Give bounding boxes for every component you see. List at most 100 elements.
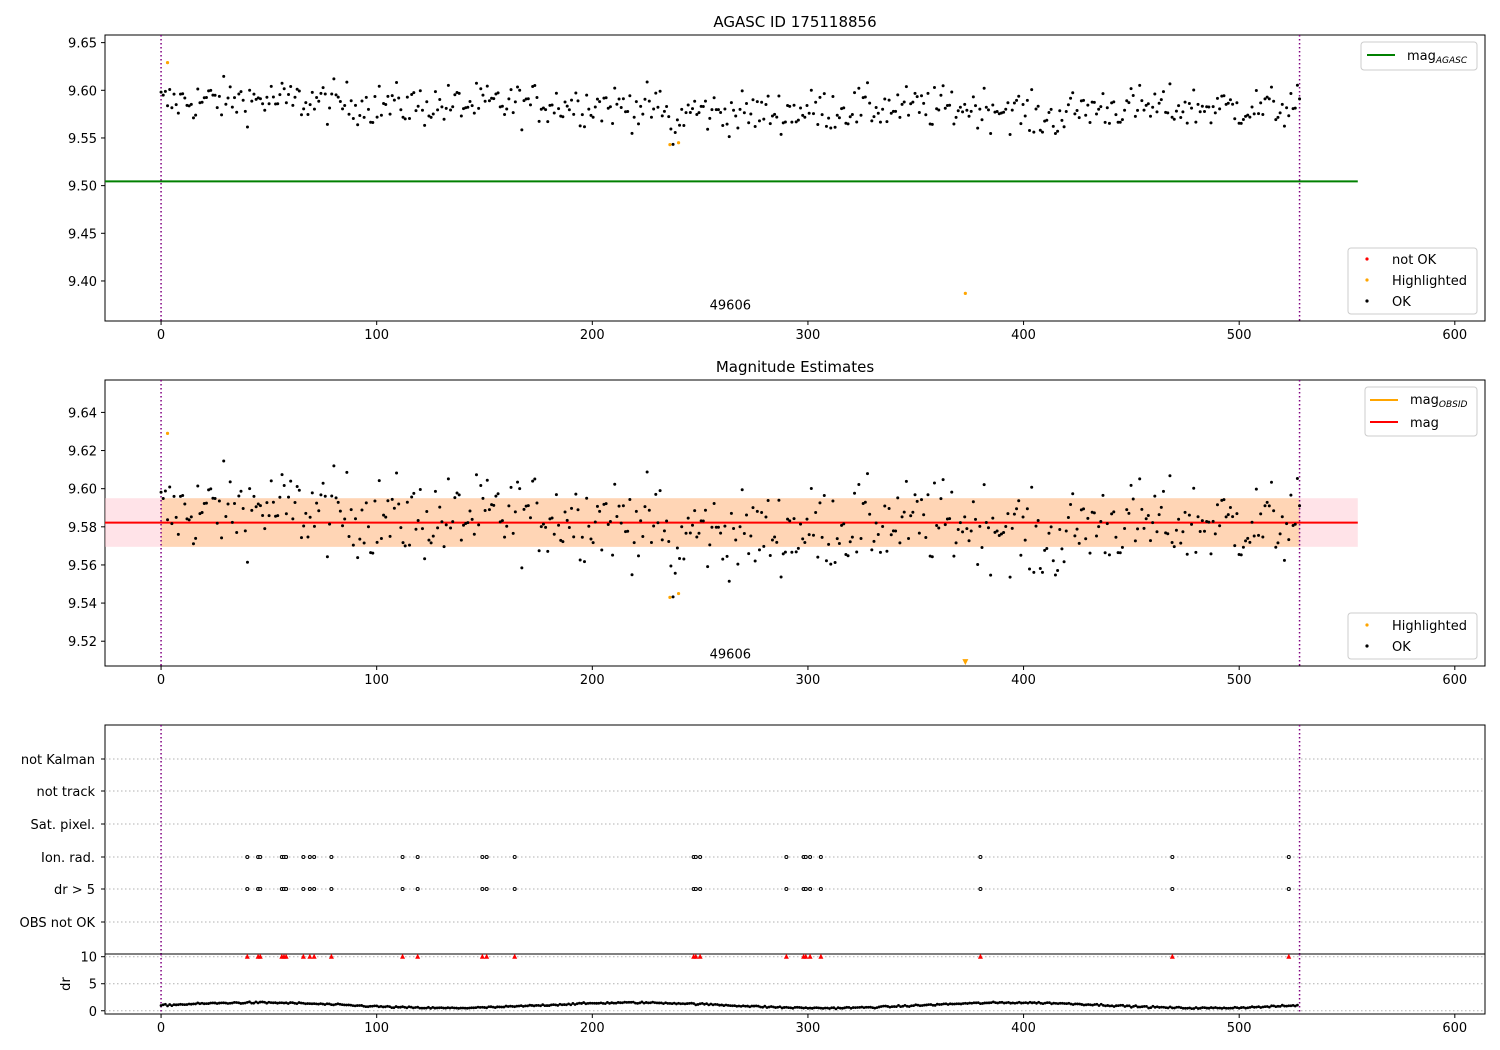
ok-point <box>436 526 440 530</box>
ok-point <box>189 515 193 519</box>
ok-point <box>1272 99 1276 103</box>
ok-point <box>619 106 623 110</box>
dr-point <box>823 1006 827 1010</box>
ok-point <box>1105 522 1109 526</box>
dr-point <box>1198 1006 1202 1010</box>
ok-point <box>721 124 725 128</box>
ok-point <box>315 501 319 505</box>
ok-point <box>701 104 705 108</box>
flag-point <box>245 855 250 859</box>
ok-point <box>779 132 783 136</box>
dr-point <box>989 1001 993 1005</box>
ok-point <box>528 103 532 107</box>
ok-point <box>1088 551 1092 555</box>
ok-point <box>209 487 213 491</box>
dr-point <box>597 1001 601 1005</box>
dr-point <box>873 1006 877 1010</box>
dr-capped-point <box>1169 953 1175 959</box>
dr-point <box>562 1003 566 1006</box>
ok-point <box>1142 108 1146 112</box>
ok-point <box>669 127 673 131</box>
ok-point <box>1157 513 1161 517</box>
ok-point <box>215 106 219 110</box>
ok-point <box>321 86 325 90</box>
legend-label-not-ok: not OK <box>1392 253 1437 268</box>
dr-point <box>767 1005 771 1009</box>
dr-point <box>1065 1002 1069 1006</box>
ok-point <box>220 113 224 117</box>
dr-point <box>1058 1001 1062 1005</box>
legend-label-highlighted: Highlighted <box>1392 619 1467 634</box>
ok-point <box>842 106 846 110</box>
dr-point <box>772 1005 775 1009</box>
ok-point <box>667 115 671 119</box>
dr-point <box>638 1001 642 1005</box>
dr-point <box>963 1001 967 1005</box>
ok-point <box>630 573 634 577</box>
ok-point <box>215 521 219 525</box>
dr-point <box>189 1002 193 1006</box>
dr-point <box>1287 1004 1291 1008</box>
ok-point <box>425 510 429 514</box>
dr-point <box>1170 1006 1174 1010</box>
ok-point <box>1194 120 1198 124</box>
dr-point <box>584 1002 588 1006</box>
ok-point <box>397 96 401 100</box>
ok-point <box>364 501 368 505</box>
flag-point <box>312 887 317 891</box>
ok-point <box>347 535 351 539</box>
ok-point <box>721 557 725 561</box>
dr-point <box>877 1005 881 1009</box>
ok-point <box>591 541 595 545</box>
dr-point <box>940 1003 944 1006</box>
ok-point <box>384 515 388 519</box>
flag-point <box>329 887 334 891</box>
ok-point <box>1231 102 1235 106</box>
ok-point <box>682 557 686 561</box>
ok-point <box>1140 507 1144 511</box>
panel-1-x-ticks: 0 100 200 300 400 500 600 <box>157 321 1467 343</box>
ok-point <box>269 84 273 88</box>
ok-point <box>680 107 684 111</box>
dr-point <box>1140 1005 1144 1009</box>
dr-capped-point <box>415 953 421 959</box>
ok-point <box>621 504 625 508</box>
ok-point <box>760 510 764 514</box>
ok-point <box>643 97 647 101</box>
ok-point <box>349 508 353 512</box>
ok-point <box>1002 531 1006 535</box>
dr-point <box>856 1006 859 1009</box>
ok-point <box>978 524 982 528</box>
dr-point <box>291 1001 294 1005</box>
dr-point <box>321 1002 325 1006</box>
x-tick-label: 0 <box>157 1021 165 1036</box>
ok-point <box>1181 110 1185 114</box>
ok-point <box>1278 111 1282 115</box>
ok-point <box>194 536 198 540</box>
ok-point <box>265 95 269 99</box>
flag-point <box>978 855 983 859</box>
dr-point <box>472 1006 476 1010</box>
dr-point <box>1011 1001 1015 1005</box>
ok-point <box>1142 526 1146 530</box>
dr-point <box>217 1001 221 1005</box>
ok-point <box>442 545 446 549</box>
dr-point <box>248 1000 251 1004</box>
ok-point <box>250 99 254 103</box>
ok-point <box>191 116 195 120</box>
ok-point <box>507 97 511 101</box>
dr-point <box>258 1000 262 1004</box>
ok-point <box>468 99 472 103</box>
dr-point <box>720 1003 724 1007</box>
ok-point <box>747 552 751 556</box>
dr-point <box>360 1004 363 1007</box>
ok-point <box>535 501 539 505</box>
dr-point <box>890 1005 894 1009</box>
x-tick-label: 300 <box>796 328 821 343</box>
dr-point <box>1017 1000 1021 1004</box>
dr-point <box>1089 1003 1092 1007</box>
dr-point <box>560 1003 564 1007</box>
ok-point <box>187 518 191 522</box>
